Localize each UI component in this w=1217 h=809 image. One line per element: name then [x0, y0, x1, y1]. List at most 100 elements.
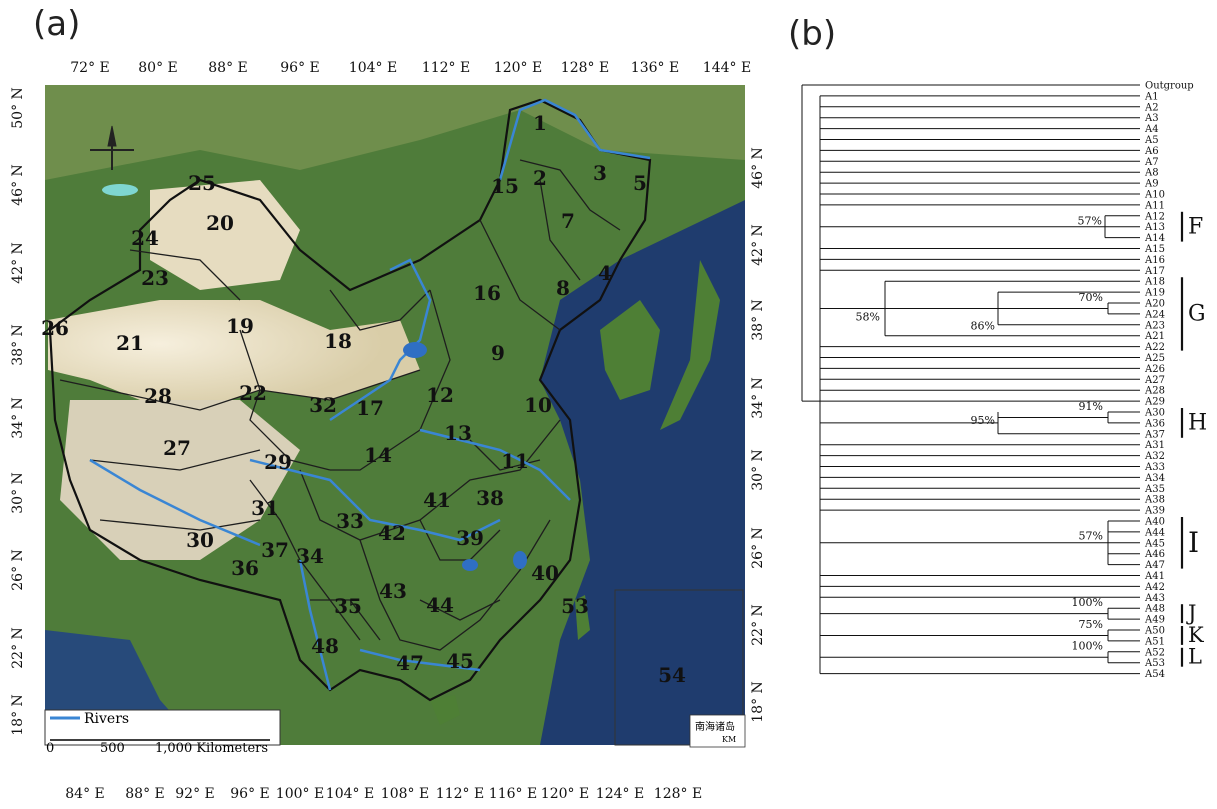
taxon-label: A27 — [1144, 375, 1165, 386]
support-value: 86% — [971, 319, 995, 332]
right-lat-label: 42° N — [750, 224, 766, 266]
left-lat-label: 38° N — [10, 324, 26, 366]
clade-label: K — [1188, 623, 1204, 647]
top-lon-label: 104° E — [349, 60, 397, 76]
region-number-7: 7 — [561, 209, 575, 233]
top-lon-label: 88° E — [208, 60, 247, 76]
region-number-35: 35 — [334, 594, 362, 618]
support-value: 58% — [856, 311, 880, 324]
taxon-label: A6 — [1144, 146, 1159, 157]
tree-panel: (b) Outgroup A1 A2 A3 A4 A5 A6 A7 A8 A9 A10 A11 A12 A… — [770, 0, 1217, 805]
left-lat-label: 26° N — [10, 549, 26, 591]
region-number-25: 25 — [188, 171, 216, 195]
taxon-label: A40 — [1144, 517, 1165, 528]
tarim-desert — [48, 300, 420, 410]
taxon-label: A30 — [1144, 408, 1165, 419]
taxon-label: A47 — [1144, 560, 1165, 571]
panel-b-label: (b) — [788, 14, 837, 54]
top-lon-label: 80° E — [138, 60, 177, 76]
right-lat-label: 22° N — [750, 604, 766, 646]
support-value: 91% — [1079, 400, 1103, 413]
river-legend-label: Rivers — [84, 711, 129, 727]
clade-label: H — [1188, 411, 1207, 436]
top-lon-label: 72° E — [70, 60, 109, 76]
region-number-29: 29 — [264, 450, 292, 474]
left-lat-label: 18° N — [10, 694, 26, 736]
taxon-label: A34 — [1144, 473, 1165, 484]
taxon-label: A4 — [1144, 124, 1159, 135]
taxon-label: A28 — [1144, 386, 1165, 397]
region-number-21: 21 — [116, 331, 144, 355]
region-number-48: 48 — [311, 634, 339, 658]
region-number-12: 12 — [426, 383, 454, 407]
left-lat-label: 50° N — [10, 87, 26, 129]
taxon-label: A32 — [1144, 451, 1165, 462]
taxon-label: A36 — [1144, 418, 1165, 429]
region-number-27: 27 — [163, 436, 191, 460]
map-panel: (a) — [10, 4, 766, 802]
bottom-lon-label: 92° E — [175, 786, 214, 802]
region-number-19: 19 — [226, 314, 254, 338]
compass-icon — [90, 125, 134, 170]
taxon-label: A33 — [1144, 462, 1165, 473]
region-number-10: 10 — [524, 393, 552, 417]
region-number-28: 28 — [144, 384, 172, 408]
taxon-label: A42 — [1144, 582, 1165, 593]
taxon-label: A13 — [1144, 222, 1165, 233]
region-number-20: 20 — [206, 211, 234, 235]
map-figure: 南海诸岛 KM Rivers 0 500 1,000 Kilometers 12… — [10, 60, 766, 802]
taxon-label: A24 — [1144, 309, 1165, 320]
scale-label-500: 500 — [100, 741, 125, 756]
top-lon-label: 128° E — [561, 60, 609, 76]
left-lat-label: 46° N — [10, 164, 26, 206]
taxon-label: A18 — [1144, 277, 1165, 288]
region-number-4: 4 — [598, 261, 612, 285]
region-number-30: 30 — [186, 528, 214, 552]
scale-label-1000: 1,000 Kilometers — [155, 741, 268, 756]
bottom-lon-label: 124° E — [596, 786, 644, 802]
inset-label: 南海诸岛 — [695, 720, 735, 733]
taxon-label: Outgroup — [1145, 81, 1194, 92]
taxon-label: A3 — [1144, 113, 1159, 124]
region-number-9: 9 — [491, 341, 505, 365]
bottom-lon-label: 120° E — [541, 786, 589, 802]
region-number-22: 22 — [239, 381, 267, 405]
taxon-label: A15 — [1144, 244, 1165, 255]
taxon-label: A45 — [1144, 538, 1165, 549]
taxon-label: A26 — [1144, 364, 1165, 375]
taxon-label: A35 — [1144, 484, 1165, 495]
taiwan-land — [575, 595, 590, 640]
region-number-32: 32 — [309, 393, 337, 417]
clade-label: G — [1188, 302, 1206, 327]
left-lat-label: 22° N — [10, 627, 26, 669]
region-number-1: 1 — [533, 111, 547, 135]
support-value: 57% — [1079, 530, 1103, 543]
taxon-label: A5 — [1144, 135, 1159, 146]
region-number-54: 54 — [658, 663, 686, 687]
taxon-label: A53 — [1144, 658, 1165, 669]
region-number-3: 3 — [593, 161, 607, 185]
japan-land — [660, 260, 720, 430]
taxon-label: A29 — [1144, 397, 1165, 408]
phylogenetic-tree: OutgroupA1A2A3A4A5A6A7A8A9A10A11A12A13A1… — [801, 81, 1207, 680]
support-value: 70% — [1079, 291, 1103, 304]
legend-box — [44, 709, 281, 746]
bottom-lon-label: 88° E — [125, 786, 164, 802]
bottom-lon-label: 100° E — [276, 786, 324, 802]
region-number-36: 36 — [231, 556, 259, 580]
taxon-label: A16 — [1144, 255, 1165, 266]
region-number-17: 17 — [356, 396, 384, 420]
region-number-38: 38 — [476, 486, 504, 510]
bottom-lon-label: 128° E — [654, 786, 702, 802]
region-number-15: 15 — [491, 174, 519, 198]
region-number-44: 44 — [426, 593, 454, 617]
region-number-26: 26 — [41, 316, 69, 340]
left-lat-label: 34° N — [10, 397, 26, 439]
taxon-label: A17 — [1144, 266, 1165, 277]
korea-land — [600, 300, 660, 400]
bottom-lon-label: 104° E — [326, 786, 374, 802]
taxon-label: A9 — [1144, 179, 1159, 190]
taxon-label: A22 — [1144, 342, 1165, 353]
clade-label: I — [1188, 526, 1199, 559]
top-lon-label: 120° E — [494, 60, 542, 76]
